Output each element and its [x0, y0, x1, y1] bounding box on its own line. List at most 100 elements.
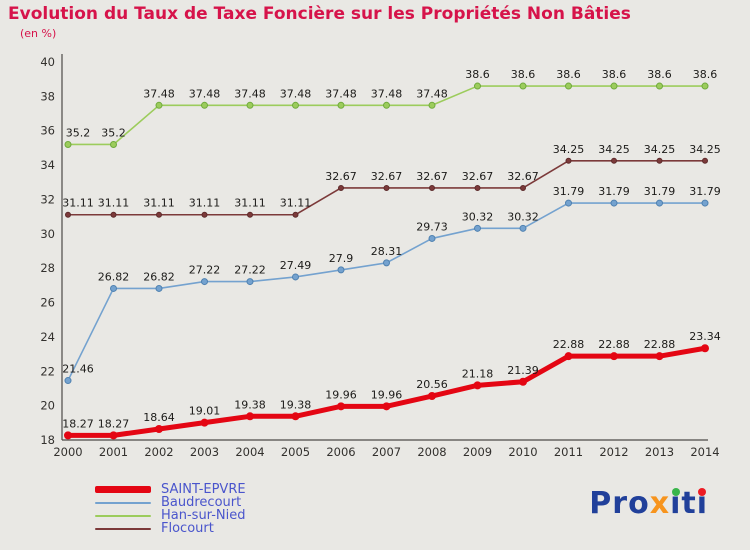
- point-Baudrecourt-2004: [246, 278, 254, 286]
- x-tick-label: 2005: [281, 445, 310, 459]
- point-Han-sur-Nied-2002: [155, 101, 163, 109]
- point-Han-sur-Nied-2004: [246, 101, 254, 109]
- point-Han-sur-Nied-2007: [383, 101, 390, 109]
- point-SAINT-EPVRE-2000: [64, 431, 72, 440]
- point-label-Baudrecourt-2003: 27.22: [189, 264, 221, 277]
- point-label-Baudrecourt-2001: 26.82: [98, 270, 130, 283]
- point-Flocourt-2012: [611, 157, 617, 164]
- point-label-Baudrecourt-2005: 27.49: [280, 259, 312, 272]
- point-label-Baudrecourt-2014: 31.79: [689, 185, 721, 198]
- point-label-Baudrecourt-2007: 28.31: [371, 245, 403, 258]
- point-SAINT-EPVRE-2006: [337, 402, 345, 411]
- point-label-Han-sur-Nied-2014: 38.6: [693, 68, 718, 81]
- point-Flocourt-2005: [292, 211, 299, 218]
- y-tick-label: 22: [40, 364, 55, 378]
- logo-text-x: x: [649, 486, 671, 521]
- point-label-Flocourt-2014: 34.25: [689, 143, 721, 156]
- legend-item-SAINT-EPVRE: SAINT-EPVRE: [95, 483, 246, 496]
- point-Han-sur-Nied-2011: [565, 82, 572, 90]
- point-label-Flocourt-2007: 32.67: [371, 170, 403, 183]
- y-tick-label: 40: [40, 55, 55, 69]
- x-tick-label: 2007: [372, 445, 401, 459]
- point-label-Han-sur-Nied-2003: 37.48: [189, 87, 221, 100]
- point-label-Han-sur-Nied-2002: 37.48: [143, 87, 175, 100]
- point-label-Han-sur-Nied-2007: 37.48: [371, 87, 403, 100]
- point-label-Han-sur-Nied-2012: 38.6: [602, 68, 627, 81]
- x-tick-label: 2002: [144, 445, 173, 459]
- point-Han-sur-Nied-2013: [656, 82, 663, 90]
- legend-swatch: [95, 527, 151, 530]
- y-tick-label: 38: [40, 89, 55, 103]
- legend-label: SAINT-EPVRE: [161, 482, 246, 497]
- point-label-Baudrecourt-2006: 27.9: [329, 252, 354, 265]
- x-tick-label: 2000: [53, 445, 82, 459]
- point-SAINT-EPVRE-2001: [109, 431, 118, 440]
- chart-subtitle: (en %): [20, 27, 57, 40]
- legend: SAINT-EPVRE Baudrecourt Han-sur-Nied Flocou…: [95, 483, 246, 535]
- point-Han-sur-Nied-2008: [428, 101, 436, 109]
- point-Han-sur-Nied-2014: [701, 82, 709, 90]
- point-Han-sur-Nied-2005: [292, 101, 299, 109]
- point-label-Flocourt-2003: 31.11: [189, 197, 221, 210]
- x-tick-label: 2013: [645, 445, 674, 459]
- point-Baudrecourt-2013: [656, 199, 663, 207]
- point-Han-sur-Nied-2000: [64, 140, 72, 148]
- x-tick-label: 2008: [417, 445, 446, 459]
- proxiti-logo: Prox it i: [589, 486, 708, 521]
- point-label-SAINT-EPVRE-2008: 20.56: [416, 378, 448, 391]
- y-tick-label: 28: [40, 261, 55, 275]
- point-SAINT-EPVRE-2007: [382, 402, 391, 411]
- point-label-Han-sur-Nied-2001: 35.2: [101, 126, 126, 139]
- point-SAINT-EPVRE-2012: [610, 352, 618, 361]
- point-SAINT-EPVRE-2011: [564, 352, 573, 361]
- point-Baudrecourt-2011: [565, 199, 572, 207]
- point-label-SAINT-EPVRE-2010: 21.39: [507, 364, 539, 377]
- x-tick-label: 2004: [235, 445, 264, 459]
- point-SAINT-EPVRE-2013: [655, 352, 664, 361]
- line-chart: 18 20 22 24 26 28 30 32 34 36 38 40 2000 2001 2002 2003…: [40, 54, 721, 459]
- point-label-Flocourt-2010: 32.67: [507, 170, 539, 183]
- point-label-SAINT-EPVRE-2014: 23.34: [689, 330, 721, 343]
- point-Flocourt-2007: [383, 184, 390, 191]
- x-tick-label: 2001: [99, 445, 128, 459]
- legend-swatch: [95, 486, 151, 493]
- logo-text-t: t: [681, 486, 697, 521]
- point-label-Flocourt-2009: 32.67: [462, 170, 494, 183]
- point-label-Flocourt-2008: 32.67: [416, 170, 448, 183]
- y-tick-label: 32: [40, 192, 55, 206]
- point-Baudrecourt-2012: [610, 199, 618, 207]
- y-tick-label: 26: [40, 296, 55, 310]
- point-Baudrecourt-2010: [519, 224, 527, 232]
- x-tick-label: 2006: [326, 445, 355, 459]
- x-tick-label: 2012: [599, 445, 628, 459]
- y-tick-label: 34: [40, 158, 55, 172]
- point-SAINT-EPVRE-2004: [246, 412, 254, 421]
- point-Baudrecourt-2005: [292, 273, 299, 281]
- point-Han-sur-Nied-2001: [110, 140, 117, 148]
- x-tick-label: 2009: [463, 445, 492, 459]
- point-label-SAINT-EPVRE-2003: 19.01: [189, 405, 221, 418]
- point-Baudrecourt-2000: [64, 377, 72, 385]
- x-tick-label: 2011: [554, 445, 583, 459]
- point-Han-sur-Nied-2012: [610, 82, 618, 90]
- point-label-SAINT-EPVRE-2006: 19.96: [325, 388, 357, 401]
- point-label-SAINT-EPVRE-2001: 18.27: [98, 417, 130, 430]
- legend-swatch: [95, 501, 151, 504]
- point-label-SAINT-EPVRE-2009: 21.18: [462, 367, 494, 380]
- point-label-Flocourt-2012: 34.25: [598, 143, 630, 156]
- point-label-SAINT-EPVRE-2004: 19.38: [234, 398, 266, 411]
- y-tick-label: 30: [40, 227, 55, 241]
- point-Flocourt-2010: [520, 184, 526, 191]
- point-Baudrecourt-2006: [337, 266, 345, 274]
- point-label-Flocourt-2013: 34.25: [644, 143, 676, 156]
- point-label-Flocourt-2011: 34.25: [553, 143, 585, 156]
- point-label-Han-sur-Nied-2011: 38.6: [556, 68, 581, 81]
- point-label-Baudrecourt-2012: 31.79: [598, 185, 630, 198]
- point-SAINT-EPVRE-2002: [155, 425, 163, 434]
- logo-text-i2: i: [696, 486, 708, 521]
- point-Baudrecourt-2001: [110, 284, 117, 292]
- legend-label: Flocourt: [161, 521, 214, 536]
- point-Flocourt-2003: [201, 211, 208, 218]
- point-label-SAINT-EPVRE-2011: 22.88: [553, 338, 585, 351]
- point-label-Baudrecourt-2010: 30.32: [507, 210, 539, 223]
